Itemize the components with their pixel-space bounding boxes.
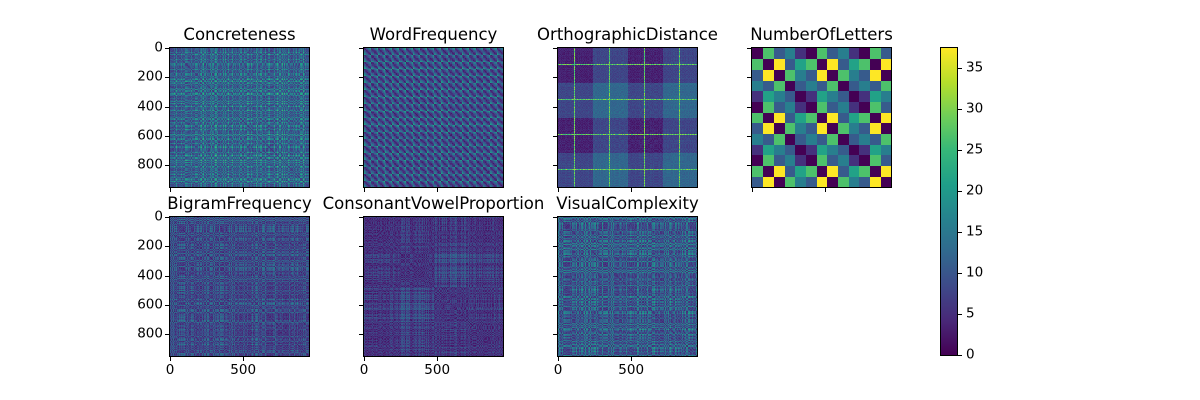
ytick-mark — [553, 135, 557, 137]
xtick-mark — [170, 188, 171, 192]
ytick-mark — [359, 165, 363, 167]
xtick-mark — [558, 188, 559, 192]
heatmap-concreteness — [169, 47, 310, 188]
colorbar-tick-mark — [958, 149, 962, 151]
ytick-mark — [165, 165, 169, 167]
xtick-mark — [437, 357, 439, 361]
colorbar-tick-mark — [958, 272, 962, 274]
ytick-mark — [747, 165, 751, 167]
ytick-mark — [359, 275, 363, 277]
colorbar-tick-mark — [958, 108, 962, 110]
ytick-mark — [747, 77, 751, 79]
colorbar-tick-label: 10 — [966, 264, 984, 281]
panel-title-orthographicdistance: OrthographicDistance — [537, 25, 718, 44]
colorbar-tick-label: 15 — [966, 223, 984, 240]
colorbar-tick-mark — [958, 313, 962, 315]
colorbar-tick-mark — [958, 355, 962, 356]
ytick-mark — [165, 77, 169, 79]
colorbar-tick-label: 25 — [966, 141, 984, 158]
panel-title-consonantvowelproportion: ConsonantVowelProportion — [322, 194, 545, 213]
ytick-label: 800 — [137, 325, 163, 342]
ytick-mark — [359, 246, 363, 248]
ytick-mark — [553, 246, 557, 248]
ytick-mark — [553, 48, 557, 49]
ytick-mark — [165, 304, 169, 306]
xtick-label: 500 — [424, 362, 451, 378]
ytick-mark — [553, 275, 557, 277]
heatmap-visualcomplexity — [557, 216, 698, 357]
heatmap-bigramfrequency — [169, 216, 310, 357]
heatmap-orthographicdistance — [557, 47, 698, 188]
ytick-mark — [359, 135, 363, 137]
panel-title-numberofletters: NumberOfLetters — [750, 25, 893, 44]
xtick-mark — [752, 188, 753, 192]
heatmap-wordfrequency — [363, 47, 504, 188]
xtick-label: 500 — [230, 362, 257, 378]
ytick-mark — [165, 106, 169, 108]
colorbar-tick-mark — [958, 190, 962, 192]
ytick-mark — [359, 334, 363, 336]
xtick-mark — [364, 188, 365, 192]
ytick-mark — [553, 165, 557, 167]
panel-title-wordfrequency: WordFrequency — [369, 25, 498, 44]
xtick-mark — [631, 188, 633, 192]
ytick-mark — [553, 217, 557, 218]
ytick-label: 0 — [154, 208, 163, 225]
panel-title-visualcomplexity: VisualComplexity — [556, 194, 699, 213]
xtick-label: 500 — [618, 362, 645, 378]
ytick-label: 200 — [137, 68, 163, 85]
colorbar-tick-label: 0 — [966, 346, 975, 363]
ytick-mark — [165, 217, 169, 218]
xtick-mark — [437, 188, 439, 192]
colorbar-tick-label: 35 — [966, 58, 984, 75]
ytick-label: 400 — [137, 97, 163, 114]
ytick-label: 0 — [154, 39, 163, 56]
ytick-mark — [359, 48, 363, 49]
ytick-mark — [747, 135, 751, 137]
xtick-mark — [170, 357, 171, 361]
xtick-label: 0 — [165, 362, 175, 378]
xtick-mark — [558, 357, 559, 361]
colorbar-tick-label: 30 — [966, 99, 984, 116]
ytick-mark — [165, 135, 169, 137]
colorbar — [940, 47, 958, 356]
ytick-mark — [165, 334, 169, 336]
ytick-mark — [359, 77, 363, 79]
heatmap-numberofletters — [751, 47, 892, 188]
xtick-mark — [631, 357, 633, 361]
ytick-mark — [165, 48, 169, 49]
ytick-mark — [359, 106, 363, 108]
ytick-label: 400 — [137, 266, 163, 283]
ytick-mark — [553, 77, 557, 79]
xtick-label: 0 — [359, 362, 369, 378]
xtick-label: 0 — [553, 362, 563, 378]
ytick-mark — [553, 106, 557, 108]
ytick-mark — [553, 334, 557, 336]
panel-title-concreteness: Concreteness — [183, 25, 296, 44]
ytick-label: 600 — [137, 127, 163, 144]
ytick-mark — [747, 106, 751, 108]
ytick-mark — [359, 304, 363, 306]
colorbar-tick-mark — [958, 231, 962, 233]
ytick-label: 600 — [137, 296, 163, 313]
ytick-mark — [165, 246, 169, 248]
colorbar-tick-label: 20 — [966, 182, 984, 199]
ytick-mark — [165, 275, 169, 277]
panel-title-bigramfrequency: BigramFrequency — [167, 194, 312, 213]
ytick-mark — [553, 304, 557, 306]
colorbar-tick-label: 5 — [966, 305, 975, 322]
ytick-label: 800 — [137, 156, 163, 173]
heatmap-consonantvowelproportion — [363, 216, 504, 357]
xtick-mark — [243, 357, 245, 361]
ytick-label: 200 — [137, 237, 163, 254]
xtick-mark — [364, 357, 365, 361]
ytick-mark — [359, 217, 363, 218]
colorbar-tick-mark — [958, 67, 962, 69]
xtick-mark — [243, 188, 245, 192]
xtick-mark — [825, 188, 827, 192]
ytick-mark — [747, 48, 751, 49]
